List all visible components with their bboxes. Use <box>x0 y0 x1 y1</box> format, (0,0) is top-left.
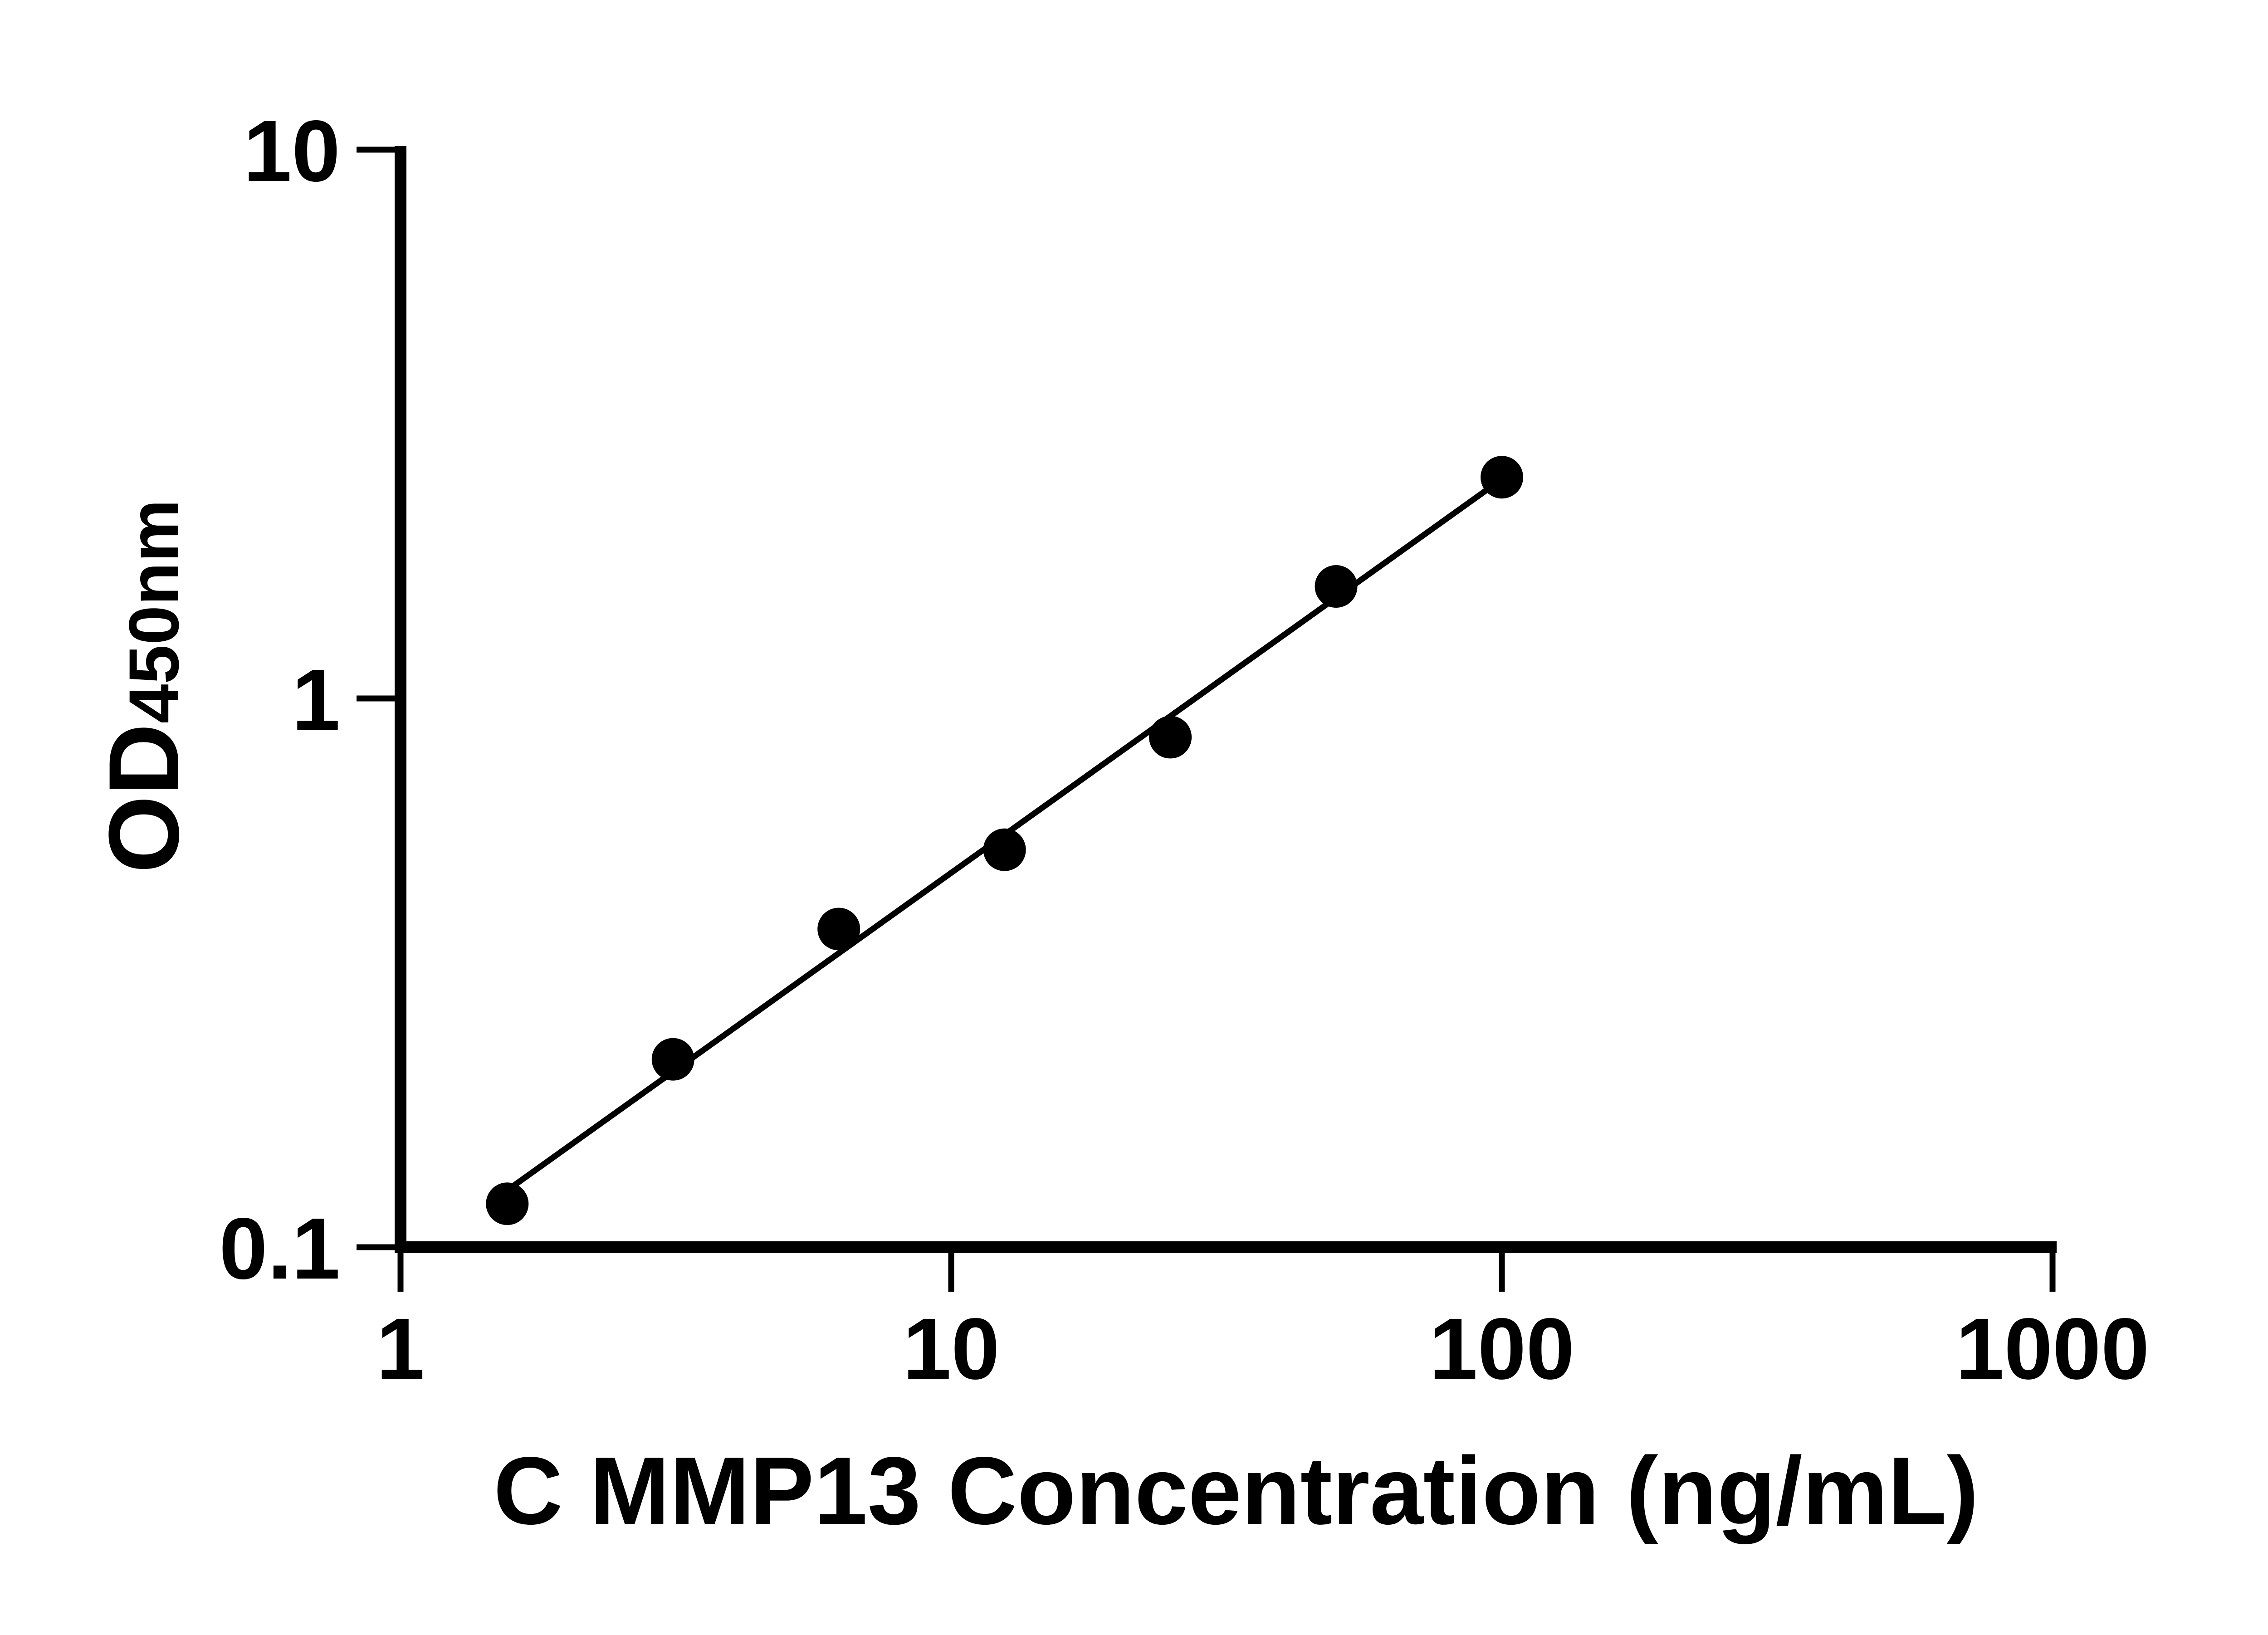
y-axis-tick-labels: 0.1 1 10 <box>219 102 340 1297</box>
data-point-marker <box>486 1182 529 1225</box>
y-axis-title: OD450nm <box>88 499 200 873</box>
x-tick-label: 1000 <box>1955 1300 2149 1397</box>
data-point-marker <box>651 1038 694 1081</box>
data-point-marker <box>1149 716 1192 759</box>
y-axis-title-subscript: 450nm <box>115 499 194 723</box>
y-axis-ticks <box>357 146 401 1250</box>
y-tick-label: 1 <box>292 651 340 748</box>
x-tick-label: 10 <box>903 1300 1000 1397</box>
data-point-marker <box>1315 565 1358 608</box>
y-axis-title-main: OD <box>88 723 200 873</box>
data-points-group <box>486 456 1523 1225</box>
data-point-marker <box>817 908 860 951</box>
x-axis-tick-labels: 1 10 100 1000 <box>376 1300 2150 1397</box>
x-tick-label: 1 <box>376 1300 425 1397</box>
x-axis-ticks <box>397 1247 2056 1292</box>
y-tick-label: 0.1 <box>219 1200 340 1297</box>
y-tick-label: 10 <box>243 102 340 200</box>
x-tick-label: 100 <box>1429 1300 1574 1397</box>
data-point-marker <box>1481 456 1523 499</box>
data-point-marker <box>983 828 1026 871</box>
x-axis-title: C MMP13 Concentration (ng/mL) <box>494 1437 1979 1544</box>
